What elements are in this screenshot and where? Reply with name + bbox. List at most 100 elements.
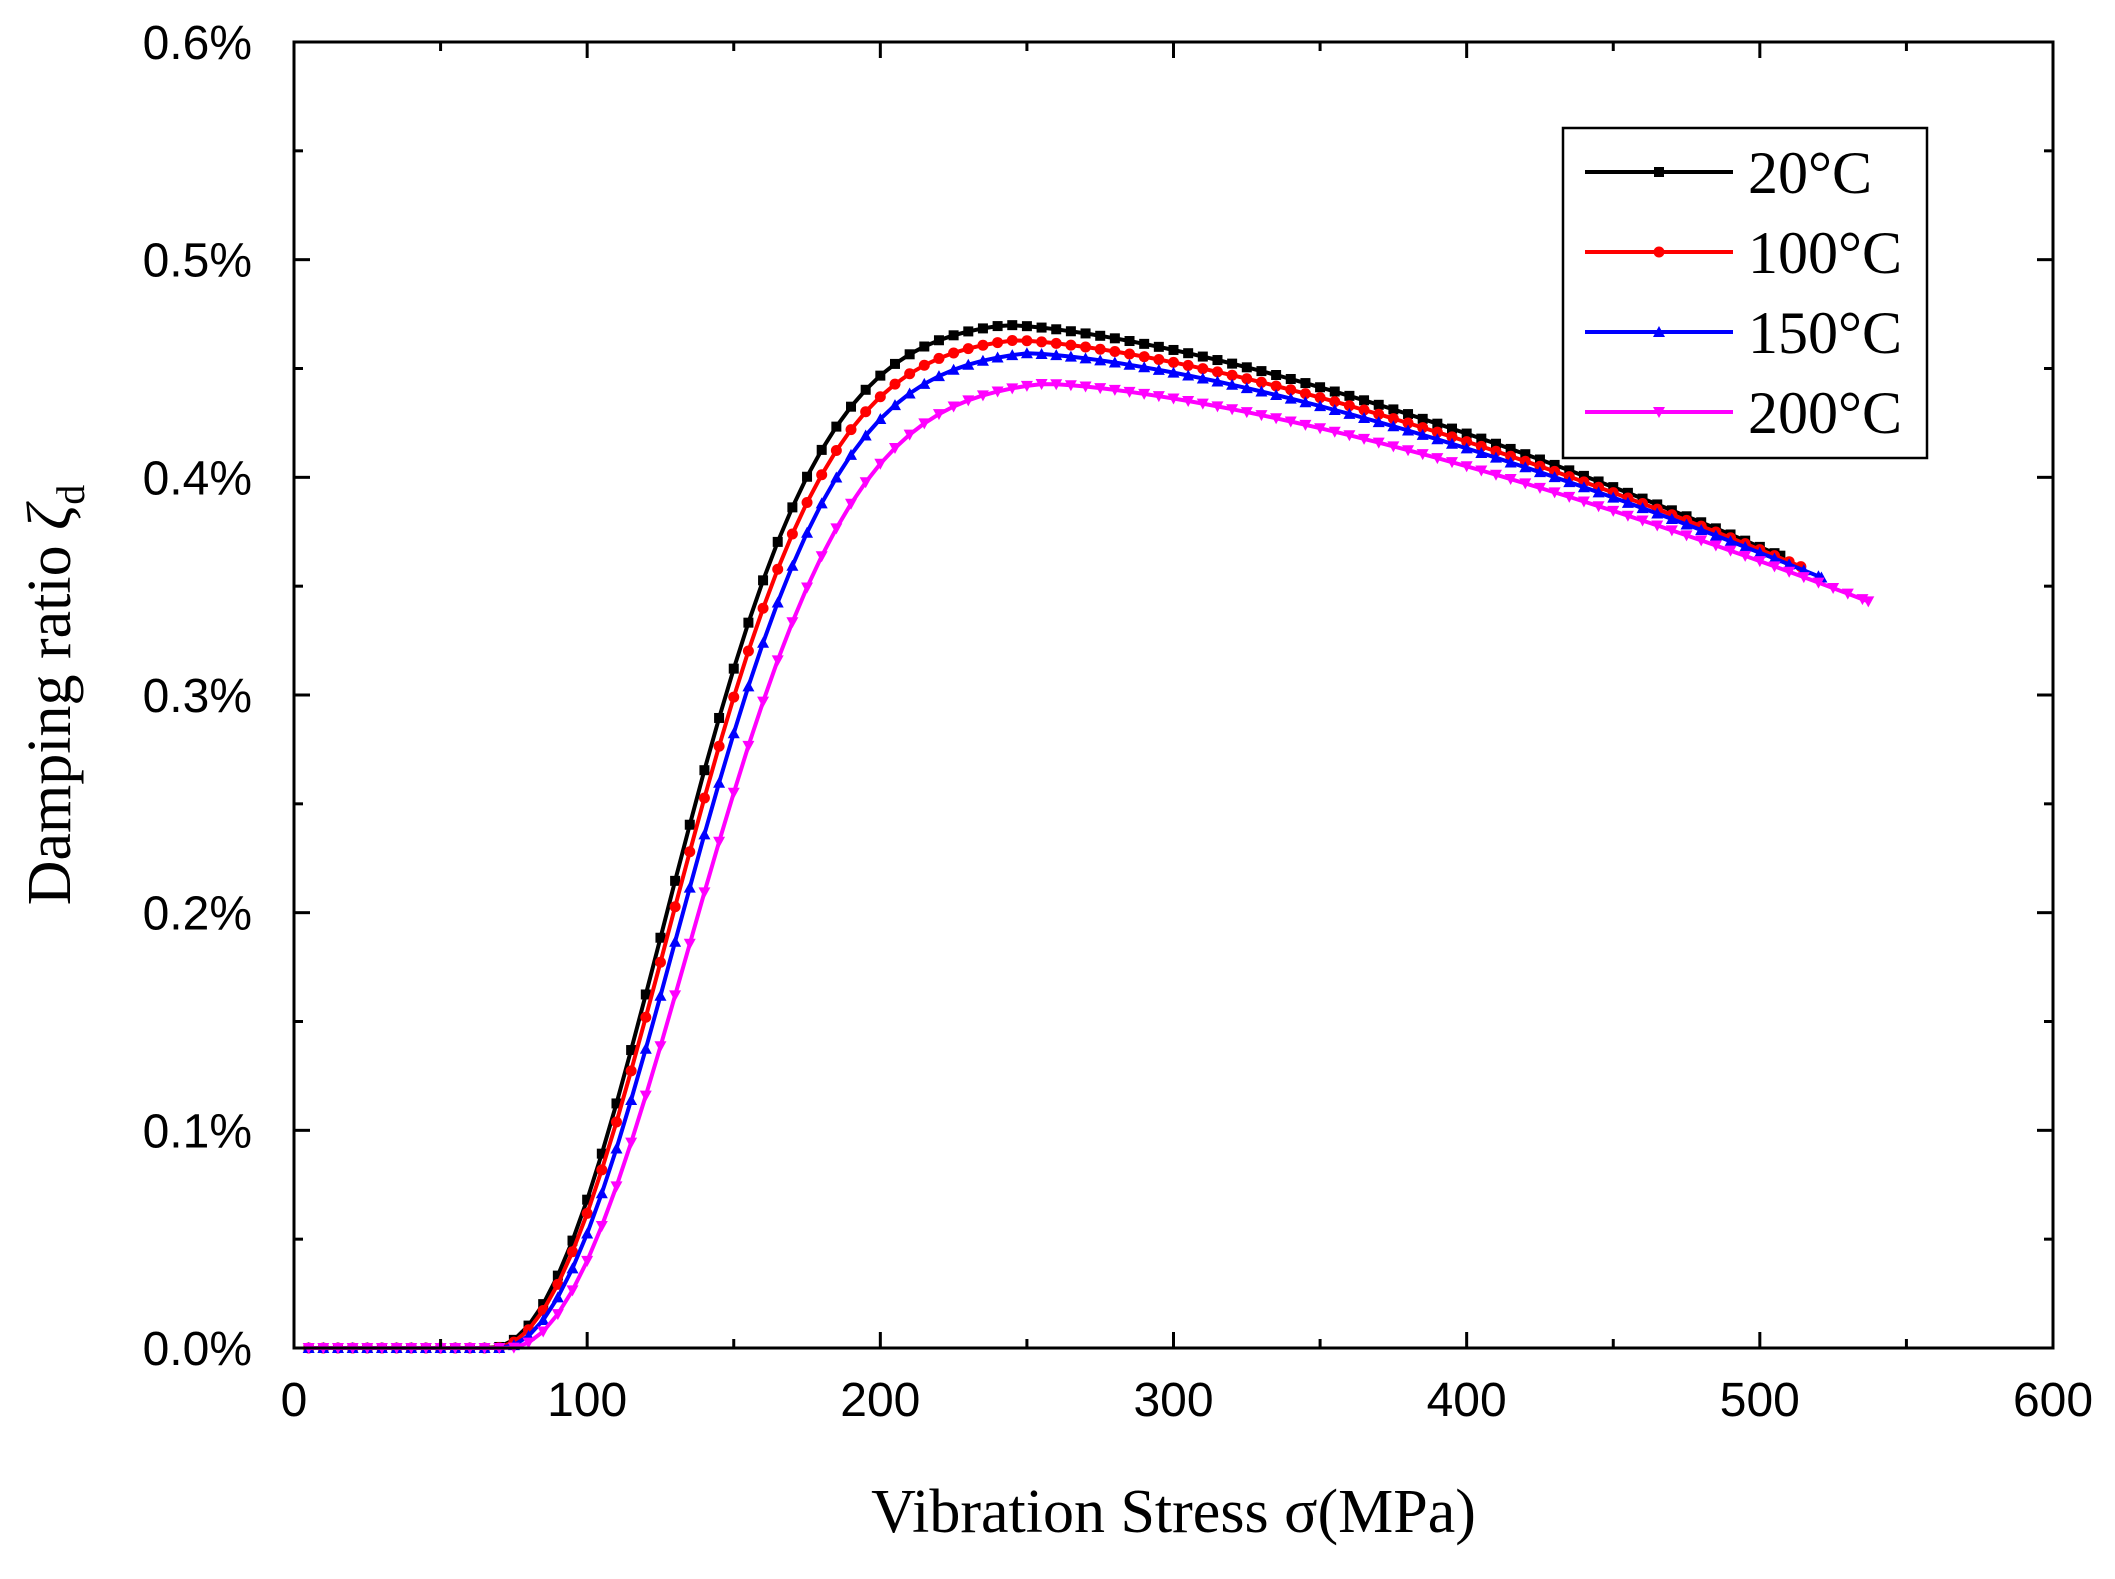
data-point: [1841, 588, 1854, 600]
data-point: [757, 696, 770, 708]
data-point: [1505, 443, 1516, 454]
data-point: [1592, 486, 1605, 498]
data-point: [684, 819, 695, 830]
data-point: [1416, 449, 1429, 461]
data-point: [1270, 388, 1283, 400]
series-2: [302, 347, 1828, 1353]
data-point: [742, 645, 754, 657]
data-point: [947, 363, 960, 375]
data-point: [1753, 556, 1766, 568]
data-point: [1695, 535, 1708, 547]
data-point: [1065, 339, 1077, 351]
data-point: [566, 1285, 579, 1297]
data-point: [699, 765, 710, 776]
legend-item: 20°C: [1585, 140, 1872, 206]
data-point: [1182, 359, 1194, 371]
data-point: [1578, 470, 1589, 481]
data-point: [1447, 423, 1458, 434]
y-tick-label: 0.4%: [143, 452, 252, 505]
data-point: [1461, 436, 1473, 448]
data-point: [610, 1142, 623, 1154]
data-point: [889, 358, 900, 369]
data-point: [757, 602, 769, 614]
data-point: [1446, 437, 1459, 449]
data-point: [1621, 496, 1634, 508]
data-point: [1006, 335, 1018, 347]
data-point: [845, 498, 858, 510]
data-point: [1388, 404, 1399, 415]
data-point: [1461, 428, 1472, 439]
data-point: [948, 347, 960, 359]
data-point: [1108, 384, 1121, 396]
legend-label: 100°C: [1748, 220, 1902, 286]
legend-label: 150°C: [1748, 300, 1902, 366]
data-point: [1432, 418, 1443, 429]
data-point: [1372, 437, 1385, 449]
data-point: [581, 1255, 594, 1267]
data-point: [625, 1065, 637, 1077]
data-point: [670, 875, 681, 886]
data-point: [1167, 393, 1180, 405]
x-tick-label: 100: [547, 1374, 627, 1427]
legend-marker: [1653, 407, 1665, 418]
data-point: [963, 326, 974, 337]
data-point: [1168, 344, 1179, 355]
data-point: [683, 938, 696, 950]
data-point: [1446, 431, 1458, 443]
data-point: [831, 421, 842, 432]
data-point: [1256, 366, 1267, 377]
data-point: [1490, 445, 1502, 457]
data-point: [1343, 400, 1355, 412]
data-point: [1227, 358, 1238, 369]
data-point: [1387, 413, 1399, 425]
data-point: [596, 1164, 608, 1176]
data-point: [625, 1137, 638, 1149]
data-point: [1284, 416, 1297, 428]
data-point: [581, 1227, 594, 1239]
data-point: [1285, 384, 1297, 396]
data-point: [1607, 505, 1620, 517]
data-point: [713, 776, 726, 788]
data-point: [1417, 413, 1428, 424]
data-point: [1358, 433, 1371, 445]
data-point: [1226, 404, 1239, 416]
data-point: [1489, 469, 1502, 481]
data-point: [1240, 407, 1253, 419]
data-point: [1109, 346, 1121, 358]
data-point: [1182, 369, 1195, 381]
data-point: [1343, 430, 1356, 442]
data-point: [1768, 561, 1781, 573]
data-point: [1768, 552, 1781, 564]
data-point: [1783, 558, 1796, 570]
data-point: [1167, 366, 1180, 378]
data-point: [1373, 399, 1384, 410]
y-tick-label: 0.6%: [143, 17, 252, 70]
data-point: [977, 323, 988, 334]
data-point: [1300, 378, 1311, 389]
data-point: [1431, 426, 1443, 438]
data-point: [962, 343, 974, 355]
data-point: [1402, 445, 1415, 457]
y-axis-title: Damping ratio ζd: [16, 485, 93, 905]
data-point: [1739, 550, 1752, 562]
data-point: [1094, 354, 1107, 366]
data-point: [1138, 351, 1150, 363]
data-point: [1680, 530, 1693, 542]
data-point: [932, 370, 945, 382]
data-point: [1065, 326, 1076, 337]
data-point: [1343, 407, 1356, 419]
data-point: [786, 559, 799, 571]
data-point: [1123, 386, 1136, 398]
data-point: [683, 881, 696, 893]
data-point: [933, 352, 945, 364]
data-point: [669, 990, 682, 1002]
data-point: [1593, 476, 1604, 487]
data-point: [1504, 456, 1517, 468]
data-point: [1255, 385, 1268, 397]
data-point: [1504, 474, 1517, 486]
data-point: [1358, 411, 1371, 423]
data-point: [1314, 400, 1327, 412]
data-point: [1051, 324, 1062, 335]
data-point: [860, 384, 871, 395]
data-point: [1284, 392, 1297, 404]
